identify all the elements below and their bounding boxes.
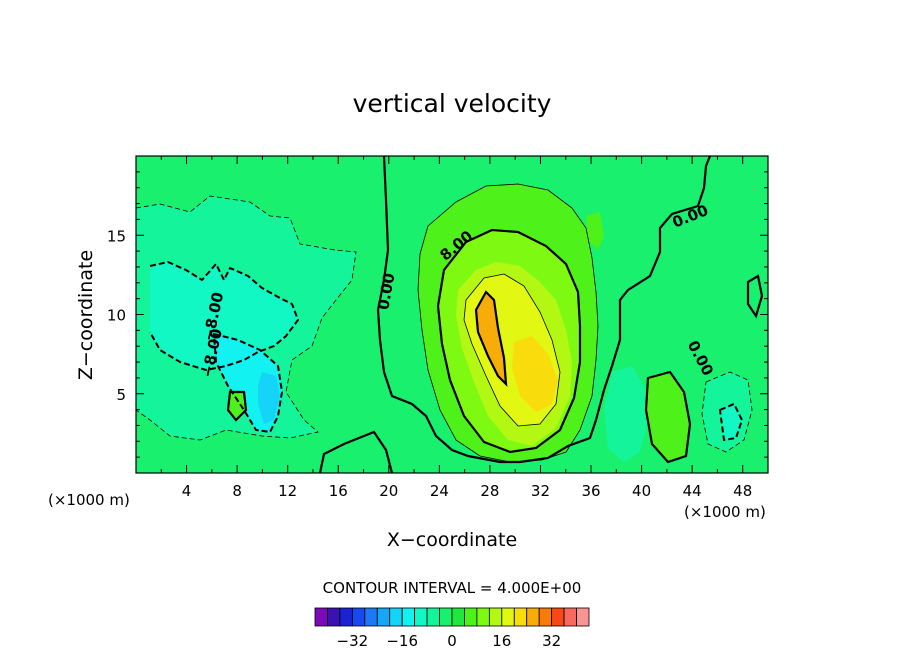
- x-tick-label: 48: [733, 482, 752, 500]
- x-tick-label: 28: [480, 482, 499, 500]
- contour-line-zero-main: [376, 156, 712, 464]
- colorbar-cell: [314, 607, 328, 627]
- colorbar-cell: [551, 607, 565, 627]
- contour-line-plus4: [417, 183, 599, 463]
- plot-area: [136, 156, 768, 473]
- colorbar-cell: [488, 607, 503, 627]
- colorbar-cell: [414, 607, 428, 627]
- colorbar-cell: [439, 607, 453, 627]
- colorbar: −32 −16 0 16 32: [314, 607, 590, 650]
- colorbar-cell: [563, 607, 577, 627]
- contour-interval-text: CONTOUR INTERVAL = 4.000E+00: [323, 579, 582, 597]
- colorbar-tick-label: 16: [492, 632, 511, 650]
- contour-line-plus16: [463, 273, 561, 427]
- x-unit-right: (×1000 m): [684, 503, 766, 521]
- contour-line-zero-small: [746, 274, 764, 319]
- contour-line-zero-bottom: [318, 430, 394, 473]
- colorbar-cell: [451, 607, 465, 627]
- x-tick-label: 8: [232, 482, 242, 500]
- colorbar-cell: [339, 607, 353, 627]
- contour-fill-plus4-right: [646, 372, 690, 462]
- contour-line-zero-right: [644, 370, 692, 464]
- contour-fill-minus8-right2: [720, 404, 742, 440]
- x-tick-label: 44: [683, 482, 702, 500]
- x-tick-label: 24: [430, 482, 449, 500]
- colorbar-cell: [501, 607, 515, 627]
- contour-fill-plus4-upper: [586, 212, 604, 250]
- contour-fill-plus24: [476, 292, 506, 384]
- colorbar-cell: [351, 607, 366, 627]
- colorbar-cell: [389, 607, 403, 627]
- contour-fill-plus20: [512, 336, 558, 412]
- x-tick-label: 12: [278, 482, 297, 500]
- colorbar-cell: [538, 607, 553, 627]
- colorbar-tick-label: 32: [542, 632, 561, 650]
- colorbar-cell: [576, 607, 590, 627]
- contour-line-minus8-right: [718, 402, 744, 442]
- y-tick-label: 10: [107, 307, 126, 325]
- contour-line-minus4-right: [701, 371, 753, 453]
- contour-line-minus8-inner: [212, 332, 284, 434]
- x-tick-label: 36: [581, 482, 600, 500]
- y-axis: 5 10 15: [107, 171, 768, 458]
- contour-fill-minus8-left: [150, 262, 298, 370]
- x-tick-label: 32: [531, 482, 550, 500]
- x-axis: 4 8 12 16 20 24 28 32 36 40 44 48: [160, 156, 752, 500]
- colorbar-cell: [376, 607, 391, 627]
- colorbar-cell: [364, 607, 378, 627]
- colorbar-tick-label: −16: [386, 632, 418, 650]
- contour-line-zero-patch: [226, 390, 248, 422]
- contour-fill-minus4-right: [604, 366, 648, 462]
- chart-title: vertical velocity: [353, 89, 552, 118]
- colorbar-cell: [513, 607, 528, 627]
- colorbar-tick-label: −32: [337, 632, 369, 650]
- x-axis-label: X−coordinate: [387, 529, 517, 551]
- x-tick-label: 40: [632, 482, 651, 500]
- colorbar-tick-label: 0: [447, 632, 457, 650]
- colorbar-cell: [401, 607, 416, 627]
- colorbar-cell: [464, 607, 478, 627]
- colorbar-cell: [327, 607, 341, 627]
- x-unit-left: (×1000 m): [48, 491, 130, 509]
- contour-fill-minus16-left: [258, 372, 280, 424]
- y-tick-label: 15: [107, 227, 126, 245]
- contour-line-minus4-left: [136, 195, 357, 441]
- x-tick-label: 16: [329, 482, 348, 500]
- colorbar-cell: [476, 607, 490, 627]
- contour-line-plus24: [474, 290, 508, 387]
- contour-line-minus8-left: [149, 260, 300, 372]
- x-tick-label: 4: [182, 482, 192, 500]
- colorbar-cell: [426, 607, 440, 627]
- y-tick-label: 5: [116, 386, 126, 404]
- colorbar-cell: [526, 607, 540, 627]
- contour-line-plus8: [436, 228, 582, 454]
- y-axis-label: Z−coordinate: [75, 250, 97, 380]
- x-tick-label: 20: [379, 482, 398, 500]
